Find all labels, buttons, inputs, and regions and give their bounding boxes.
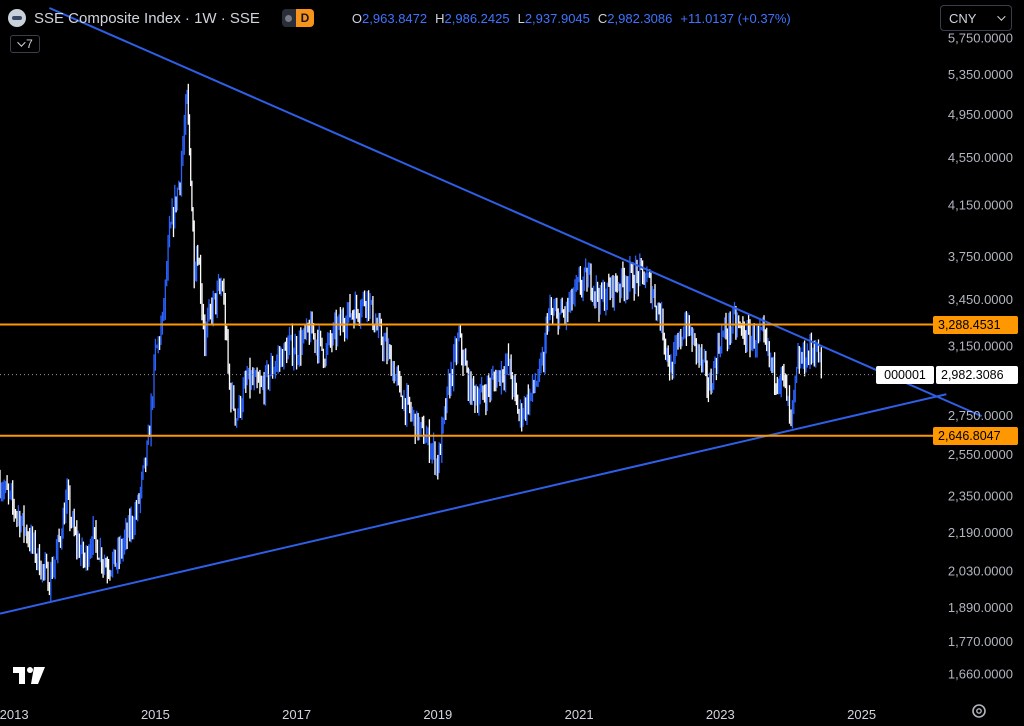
chart-header: SSE Composite Index · 1W · SSE D O2,963.… bbox=[8, 6, 791, 30]
data-mode-badge: D bbox=[295, 9, 314, 27]
ohlc-values: O2,963.8472 H2,986.2425 L2,937.9045 C2,9… bbox=[352, 11, 791, 26]
trendline-descending bbox=[49, 7, 983, 418]
y-tick-label: 4,550.0000 bbox=[948, 150, 1013, 165]
x-tick-label: 2025 bbox=[847, 707, 876, 722]
ohlc-high: H2,986.2425 bbox=[435, 10, 510, 26]
y-tick-label: 4,950.0000 bbox=[948, 107, 1013, 122]
status-dot-icon bbox=[281, 9, 296, 27]
chevron-down-icon bbox=[997, 12, 1006, 21]
chart-overlays bbox=[0, 7, 983, 615]
indicators-collapse-button[interactable]: 7 bbox=[10, 35, 40, 53]
y-tick-label: 2,350.0000 bbox=[948, 489, 1013, 504]
y-tick-label: 5,350.0000 bbox=[948, 67, 1013, 82]
y-tick-label: 2,190.0000 bbox=[948, 525, 1013, 540]
y-tick-label: 2,550.0000 bbox=[948, 447, 1013, 462]
x-tick-label: 2021 bbox=[565, 707, 594, 722]
resistance-price-tag: 3,288.4531 bbox=[933, 315, 1018, 334]
ohlc-close: C2,982.3086 bbox=[597, 10, 673, 26]
symbol-tag: 000001 bbox=[876, 365, 934, 384]
x-tick-label: 2023 bbox=[706, 707, 735, 722]
symbol-icon bbox=[8, 9, 26, 27]
last-price-tag: 2,982.3086 bbox=[936, 365, 1018, 384]
trendline-ascending bbox=[0, 393, 947, 615]
currency-select[interactable]: CNY bbox=[940, 5, 1012, 31]
ohlc-low: L2,937.9045 bbox=[517, 10, 590, 26]
x-tick-label: 2013 bbox=[0, 707, 29, 722]
settings-icon[interactable] bbox=[971, 703, 987, 719]
symbol-title[interactable]: SSE Composite Index · 1W · SSE bbox=[34, 9, 260, 27]
ohlc-bars bbox=[0, 83, 822, 602]
y-tick-label: 3,150.0000 bbox=[948, 339, 1013, 354]
time-axis[interactable]: 2013 2015 2017 2019 2021 2023 2025 bbox=[0, 707, 876, 722]
y-tick-label: 3,750.0000 bbox=[948, 249, 1013, 264]
ohlc-open: O2,963.8472 bbox=[351, 10, 428, 26]
x-tick-label: 2019 bbox=[423, 707, 452, 722]
y-tick-label: 1,770.0000 bbox=[948, 634, 1013, 649]
y-tick-label: 1,660.0000 bbox=[948, 667, 1013, 682]
y-tick-label: 3,450.0000 bbox=[948, 292, 1013, 307]
change-value: +11.0137 (+0.37%) bbox=[680, 10, 791, 26]
x-tick-label: 2017 bbox=[282, 707, 311, 722]
x-tick-label: 2015 bbox=[141, 707, 170, 722]
price-axis[interactable]: 5,750.0000 5,350.0000 4,950.0000 4,550.0000… bbox=[948, 30, 1013, 681]
support-price-tag: 2,646.8047 bbox=[933, 426, 1018, 445]
y-tick-label: 2,750.0000 bbox=[948, 408, 1013, 423]
market-status[interactable]: D bbox=[281, 9, 314, 27]
y-tick-label: 5,750.0000 bbox=[948, 30, 1013, 45]
currency-value: CNY bbox=[949, 10, 977, 26]
tradingview-logo-icon[interactable] bbox=[12, 664, 46, 686]
y-tick-label: 4,150.0000 bbox=[948, 197, 1013, 212]
chevron-down-icon bbox=[17, 38, 26, 47]
indicators-count: 7 bbox=[26, 37, 33, 51]
y-tick-label: 1,890.0000 bbox=[948, 600, 1013, 615]
y-tick-label: 2,030.0000 bbox=[948, 564, 1013, 579]
